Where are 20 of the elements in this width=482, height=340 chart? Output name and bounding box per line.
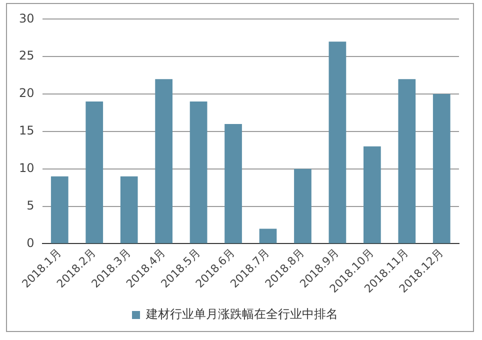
bar — [86, 102, 104, 244]
y-tick-label: 30 — [18, 11, 34, 26]
bar — [364, 146, 381, 244]
bar — [50, 176, 68, 244]
bar — [259, 228, 277, 244]
legend-label: 建材行业单月涨跌幅在全行业中排名 — [145, 307, 338, 322]
y-tick-label: 25 — [18, 48, 34, 63]
bar — [224, 124, 242, 244]
bar — [432, 94, 450, 244]
y-tick-label: 5 — [26, 198, 34, 212]
bar — [294, 168, 312, 244]
bar — [398, 79, 416, 244]
y-tick-label: 10 — [18, 161, 34, 176]
bar — [190, 102, 208, 244]
bar — [120, 176, 138, 244]
bar — [328, 42, 346, 244]
y-tick-label: 0 — [26, 236, 34, 250]
bar — [155, 79, 172, 244]
y-tick-label: 15 — [18, 124, 34, 138]
y-tick-label: 20 — [18, 86, 34, 100]
